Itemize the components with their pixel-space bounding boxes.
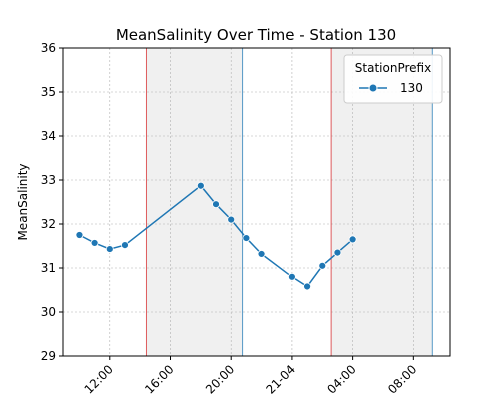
legend-series-marker — [368, 83, 378, 93]
data-point — [227, 215, 236, 224]
vertical-marker-lines — [145, 48, 433, 356]
x-tick-label: 21-04 — [263, 362, 298, 397]
y-tick-label: 33 — [41, 173, 56, 187]
y-tick-label: 35 — [41, 85, 56, 99]
x-axis-ticks: 12:00 16:00 20:00 21-04 04:00 08:00 — [82, 356, 419, 397]
data-point — [121, 241, 129, 250]
x-tick-label: 20:00 — [203, 362, 237, 396]
data-point — [333, 248, 342, 257]
data-point — [288, 272, 296, 281]
x-tick-label: 04:00 — [324, 362, 358, 396]
legend-title: StationPrefix — [355, 61, 431, 75]
data-point — [242, 234, 251, 242]
y-tick-label: 30 — [41, 305, 56, 319]
legend: StationPrefix 130 — [343, 54, 443, 104]
data-point — [105, 245, 114, 253]
plot-frame — [62, 47, 451, 357]
legend-series-label: 130 — [400, 81, 423, 95]
x-tick-label: 12:00 — [82, 362, 116, 396]
data-point — [212, 200, 220, 209]
chart-title: MeanSalinity Over Time - Station 130 — [116, 26, 396, 44]
legend-box — [343, 54, 443, 104]
y-axis-ticks: 29 30 31 32 33 34 35 36 — [41, 41, 63, 363]
data-point — [303, 282, 311, 291]
y-tick-label: 29 — [41, 349, 56, 363]
data-point — [257, 250, 266, 258]
series-layer — [75, 181, 357, 291]
data-point — [90, 239, 99, 247]
data-point — [348, 235, 357, 244]
shaded-region-0 — [146, 48, 243, 356]
y-tick-label: 34 — [41, 129, 56, 143]
data-point — [318, 261, 327, 270]
data-point — [75, 231, 84, 239]
y-tick-label: 31 — [41, 261, 56, 275]
x-tick-label: 08:00 — [385, 362, 419, 396]
data-point — [196, 181, 205, 190]
y-axis-label: MeanSalinity — [16, 163, 30, 240]
x-tick-label: 16:00 — [142, 362, 176, 396]
y-tick-label: 36 — [41, 41, 56, 55]
y-tick-label: 32 — [41, 217, 56, 231]
